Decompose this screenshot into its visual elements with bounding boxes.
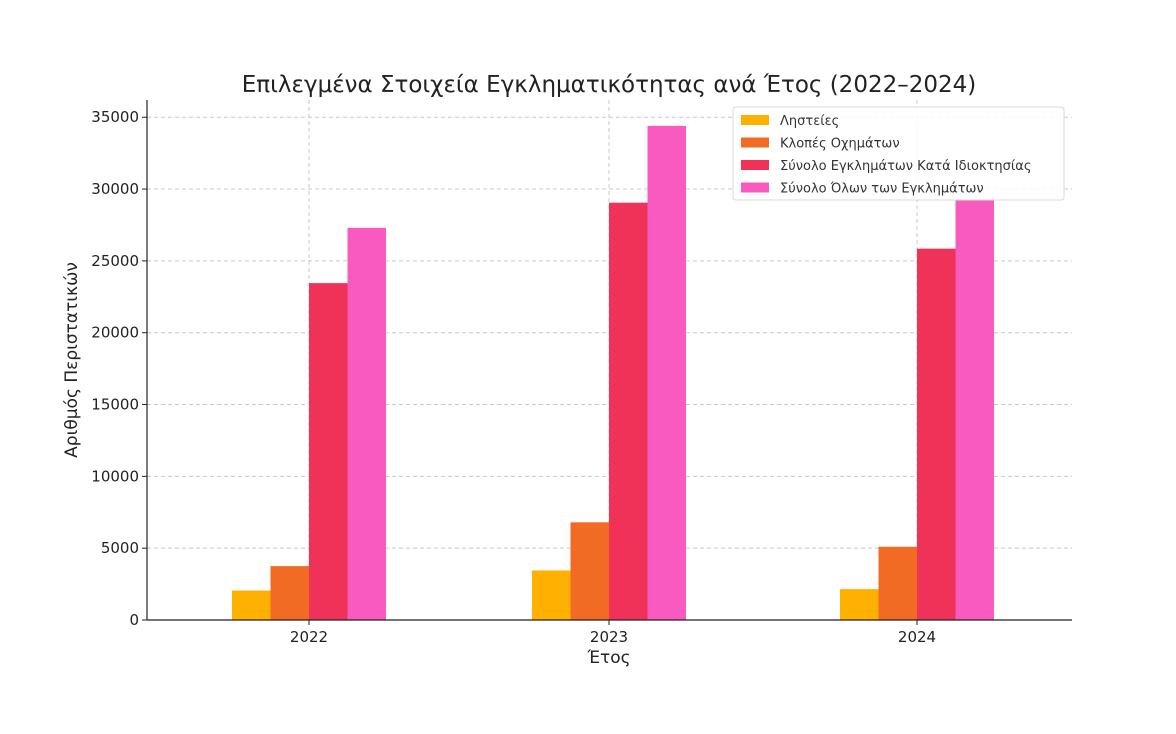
y-tick-label: 15000 — [91, 396, 139, 414]
y-tick-label: 35000 — [91, 108, 139, 126]
y-tick-label: 30000 — [91, 180, 139, 198]
x-tick-labels: 2022 2023 2024 — [290, 620, 936, 646]
y-tick-label: 25000 — [91, 252, 139, 270]
y-axis-label: Αριθμός Περιστατικών — [62, 262, 82, 458]
bar-2024-series-4 — [955, 200, 994, 620]
bar-2022-series-2 — [270, 566, 309, 620]
legend-label: Σύνολο Εγκλημάτων Κατά Ιδιοκτησίας — [780, 159, 1032, 174]
bar-2023-series-2 — [570, 522, 609, 620]
legend-box — [732, 106, 1065, 201]
bars — [232, 125, 994, 621]
legend: Ληστείες Κλοπές Οχημάτων Σύνολο Εγκλημάτων… — [732, 106, 1065, 201]
bar-2023-series-3 — [609, 202, 648, 620]
bar-2024-series-2 — [878, 546, 917, 620]
bar-2024-series-3 — [917, 248, 956, 621]
legend-label: Σύνολο Όλων των Εγκλημάτων — [780, 182, 984, 197]
bar-2022-series-1 — [232, 590, 271, 620]
x-axis-label: Έτος — [586, 648, 630, 668]
bar-2023-series-1 — [532, 570, 571, 620]
x-tick-label: 2023 — [590, 628, 628, 646]
legend-label: Κλοπές Οχημάτων — [780, 137, 900, 152]
chart-title: Επιλεγμένα Στοιχεία Εγκληματικότητας ανά… — [242, 72, 976, 98]
y-tick-label: 5000 — [101, 539, 139, 557]
x-tick-label: 2024 — [898, 628, 936, 646]
bar-2022-series-4 — [347, 227, 386, 620]
y-tick-label: 10000 — [91, 467, 139, 485]
legend-swatch — [741, 115, 769, 125]
y-tick-labels: 0 5000 10000 15000 20000 25000 30000 35000 — [91, 108, 147, 629]
x-tick-label: 2022 — [290, 628, 328, 646]
legend-swatch — [741, 182, 769, 193]
legend-swatch — [741, 160, 769, 170]
bar-2023-series-4 — [647, 125, 686, 620]
bar-2022-series-3 — [309, 283, 348, 620]
legend-swatch — [741, 137, 769, 148]
y-tick-label: 20000 — [91, 324, 139, 342]
bar-2024-series-1 — [840, 589, 879, 620]
legend-label: Ληστείες — [780, 114, 839, 129]
y-tick-label: 0 — [129, 611, 139, 629]
